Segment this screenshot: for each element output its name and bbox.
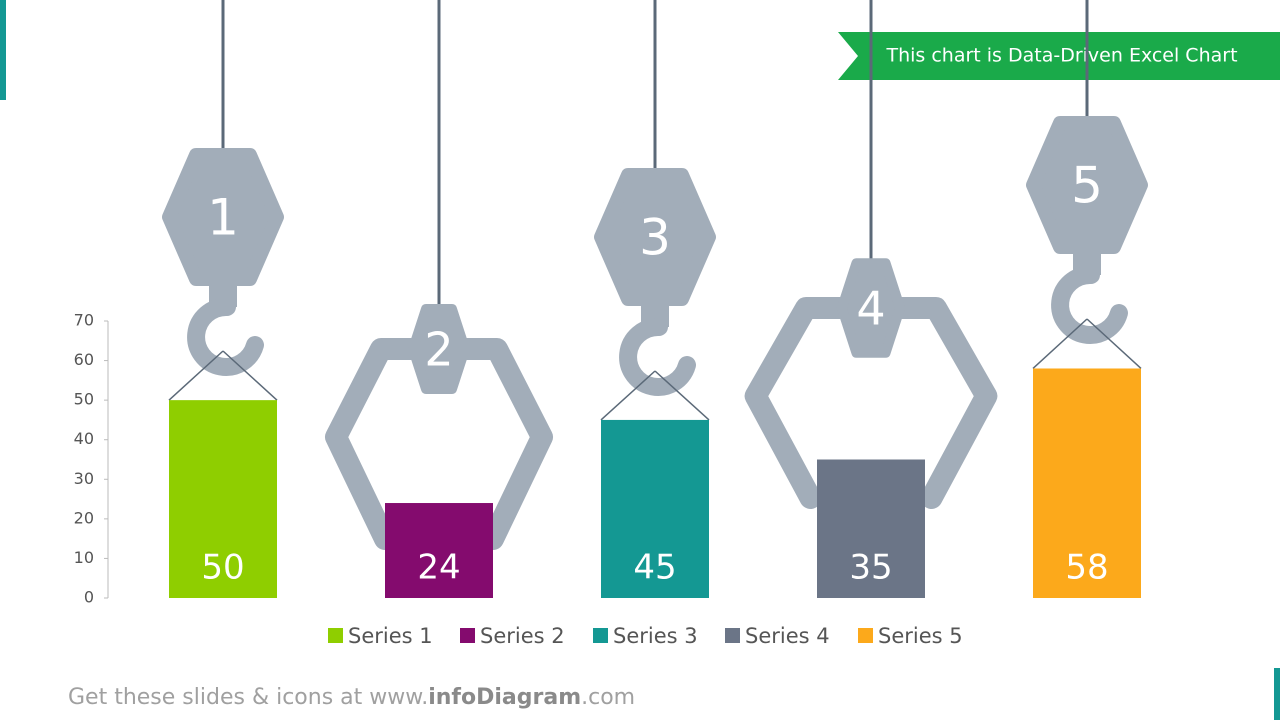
value-label: 58 (1065, 548, 1108, 588)
hook-label: 3 (639, 209, 671, 267)
claw-block (408, 304, 470, 394)
bar (385, 503, 493, 598)
legend-label: Series 5 (878, 624, 963, 648)
footer-part: Get these slides & icons at www. (68, 685, 428, 710)
hook (619, 317, 696, 396)
sling (222, 350, 278, 401)
y-tick-label: 40 (74, 429, 94, 448)
bar (169, 400, 277, 598)
hook-label: 2 (424, 323, 453, 377)
legend-swatch (593, 628, 608, 643)
footer-part: .com (581, 685, 635, 710)
y-tick-label: 10 (74, 548, 94, 567)
y-tick-label: 50 (74, 390, 94, 409)
legend-swatch (725, 628, 740, 643)
bar (601, 419, 709, 598)
value-label: 35 (849, 548, 892, 588)
sling (1032, 318, 1088, 370)
legend-swatch (460, 628, 475, 643)
bar (817, 459, 925, 598)
legend-label: Series 1 (348, 624, 433, 648)
legend-label: Series 3 (613, 624, 698, 648)
sling (1086, 318, 1142, 370)
footer: Get these slides & icons at www.infoDiag… (68, 685, 635, 710)
legend-label: Series 2 (480, 624, 565, 648)
bar (1033, 368, 1141, 598)
hook (187, 297, 264, 376)
y-tick-label: 30 (74, 469, 94, 488)
sling (168, 350, 224, 401)
value-label: 50 (201, 548, 244, 588)
footer-part: infoDiagram (428, 685, 581, 710)
hook-block (162, 148, 284, 286)
hook-label: 4 (856, 282, 885, 336)
sling (654, 370, 710, 421)
accent-right (1274, 668, 1280, 720)
legend-label: Series 4 (745, 624, 830, 648)
hook-block (594, 168, 716, 306)
banner (838, 32, 1280, 80)
hook-label: 5 (1071, 157, 1103, 215)
accent-left (0, 0, 6, 100)
banner-text: This chart is Data-Driven Excel Chart (885, 45, 1237, 67)
legend-swatch (858, 628, 873, 643)
y-tick-label: 0 (84, 588, 94, 607)
hook (1051, 265, 1128, 344)
y-tick-label: 20 (74, 508, 94, 527)
y-tick-label: 60 (74, 350, 94, 369)
value-label: 45 (633, 548, 676, 588)
legend-swatch (328, 628, 343, 643)
claw-block (836, 258, 906, 358)
sling (600, 370, 656, 421)
hook-label: 1 (207, 189, 239, 247)
value-label: 24 (417, 548, 460, 588)
hook-block (1026, 116, 1148, 254)
y-tick-label: 70 (74, 311, 94, 330)
